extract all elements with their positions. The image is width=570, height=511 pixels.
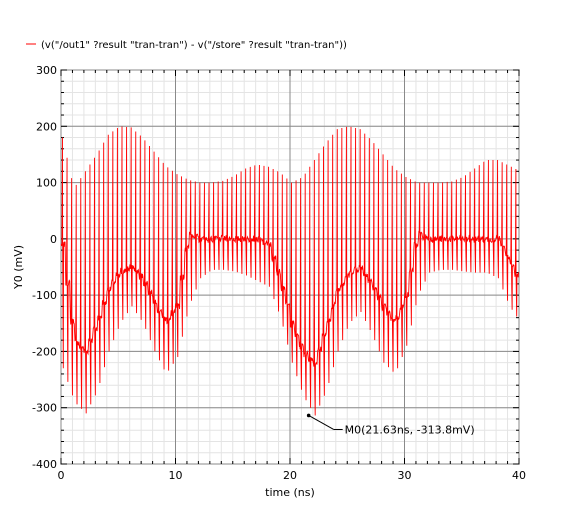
y-tick-labels: 300 200 100 0 -100 -200 -300 -400 bbox=[32, 64, 57, 471]
y-tick-label: 200 bbox=[36, 120, 57, 133]
y-tick-label: -200 bbox=[32, 345, 57, 358]
x-tick-label: 30 bbox=[398, 469, 412, 482]
legend-entry: (v("/out1" ?result "tran-tran") - v("/st… bbox=[41, 40, 347, 51]
y-tick-label: 0 bbox=[50, 233, 57, 246]
y-tick-label: -400 bbox=[32, 458, 57, 471]
series-line bbox=[60, 126, 519, 416]
legend: (v("/out1" ?result "tran-tran") - v("/st… bbox=[26, 40, 347, 51]
marker-point bbox=[306, 413, 311, 418]
x-tick-label: 10 bbox=[169, 469, 183, 482]
x-axis-title: time (ns) bbox=[265, 486, 315, 499]
x-tick-label: 0 bbox=[58, 469, 65, 482]
waveform-series bbox=[60, 126, 519, 416]
marker-label: M0(21.63ns, -313.8mV) bbox=[345, 423, 475, 436]
y-tick-label: -100 bbox=[32, 289, 57, 302]
x-tick-label: 40 bbox=[512, 469, 526, 482]
tick-marks bbox=[60, 69, 520, 465]
marker-m0: M0(21.63ns, -313.8mV) bbox=[306, 413, 475, 436]
y-axis-title: Y0 (mV) bbox=[12, 245, 25, 290]
y-tick-label: -300 bbox=[32, 402, 57, 415]
x-tick-labels: 0 10 20 30 40 bbox=[58, 469, 527, 482]
y-tick-label: 300 bbox=[36, 64, 57, 77]
y-tick-label: 100 bbox=[36, 177, 57, 190]
marker-leader-line bbox=[308, 415, 334, 430]
x-tick-label: 20 bbox=[283, 469, 297, 482]
